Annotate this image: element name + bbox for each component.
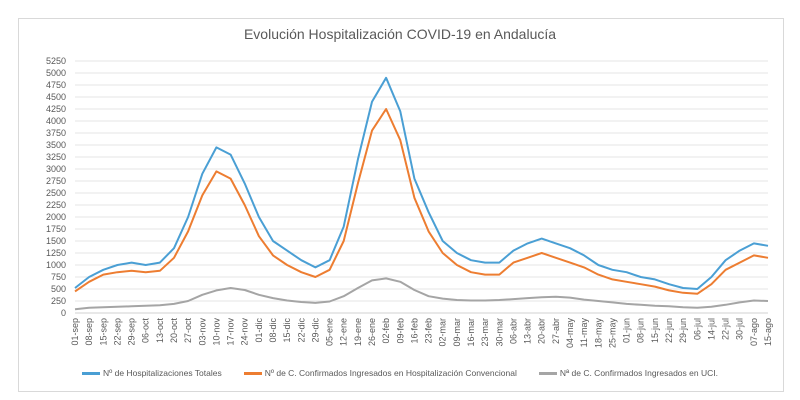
series-line-0 — [74, 76, 769, 290]
y-tick-label: 3750 — [46, 128, 66, 138]
x-tick-label: 18-may — [593, 318, 603, 349]
y-tick-label: 3500 — [46, 140, 66, 150]
legend-label: Nº de C. Confirmados Ingresados en Hospi… — [264, 368, 517, 378]
y-tick-label: 2250 — [46, 200, 66, 210]
x-tick-label: 27-abr — [551, 318, 561, 344]
y-tick-label: 4500 — [46, 92, 66, 102]
x-tick-label: 15-jun — [650, 318, 660, 343]
x-tick-label: 25-may — [607, 318, 617, 349]
x-tick-label: 20-abr — [537, 318, 547, 344]
y-tick-label: 4250 — [46, 104, 66, 114]
x-tick-label: 15-sep — [98, 318, 108, 346]
x-tick-label: 29-dic — [310, 318, 320, 343]
x-tick-label: 06-oct — [141, 318, 151, 344]
x-tick-label: 19-ene — [353, 318, 363, 346]
y-tick-label: 1000 — [46, 260, 66, 270]
legend-item-convencional: Nº de C. Confirmados Ingresados en Hospi… — [243, 368, 517, 378]
y-tick-label: 1750 — [46, 224, 66, 234]
legend-swatch — [82, 371, 101, 375]
x-tick-label: 04-may — [565, 318, 575, 349]
y-tick-label: 4000 — [46, 116, 66, 126]
x-tick-label: 08-sep — [84, 318, 94, 346]
y-tick-label: 0 — [61, 308, 66, 318]
x-tick-label: 05-ene — [325, 318, 335, 346]
x-tick-label: 15-ago — [763, 318, 773, 346]
x-tick-label: 10-nov — [211, 318, 221, 346]
legend-item-uci: Nª de C. Confirmados Ingresados en UCI. — [538, 368, 718, 378]
x-tick-label: 22-jun — [664, 318, 674, 343]
series-line-2 — [74, 277, 769, 311]
legend-swatch — [538, 371, 557, 375]
x-tick-label: 06-jul — [692, 318, 702, 340]
x-tick-label: 11-may — [579, 318, 589, 348]
x-tick-label: 20-oct — [169, 318, 179, 344]
x-tick-label: 12-ene — [339, 318, 349, 346]
x-tick-label: 15-dic — [282, 318, 292, 343]
x-tick-label: 14-jul — [706, 318, 716, 340]
y-tick-label: 500 — [51, 284, 66, 294]
legend-label: Nª de C. Confirmados Ingresados en UCI. — [559, 368, 718, 378]
x-tick-label: 27-oct — [183, 318, 193, 344]
y-tick-label: 250 — [51, 296, 66, 306]
legend: Nº de Hospitalizaciones Totales Nº de C.… — [0, 368, 800, 378]
legend-swatch — [243, 371, 262, 375]
x-tick-label: 16-mar — [466, 318, 476, 347]
x-tick-label: 02-mar — [438, 318, 448, 347]
x-tick-label: 13-abr — [523, 318, 533, 344]
x-tick-label: 09-feb — [395, 318, 405, 344]
x-tick-label: 30-mar — [494, 318, 504, 347]
x-tick-label: 26-ene — [367, 318, 377, 346]
x-tick-label: 01-sep — [70, 318, 80, 346]
x-tick-label: 22-jul — [721, 318, 731, 340]
series-line-1 — [74, 108, 769, 295]
x-tick-label: 07-ago — [749, 318, 759, 346]
y-tick-label: 750 — [51, 272, 66, 282]
x-tick-label: 06-abr — [508, 318, 518, 344]
legend-item-totales: Nº de Hospitalizaciones Totales — [82, 368, 222, 378]
x-tick-label: 08-dic — [268, 318, 278, 343]
x-tick-label: 16-feb — [409, 318, 419, 344]
y-tick-label: 5250 — [46, 56, 66, 66]
x-tick-label: 13-oct — [155, 318, 165, 344]
x-tick-label: 17-nov — [226, 318, 236, 346]
x-tick-label: 24-nov — [240, 318, 250, 346]
x-tick-label: 09-mar — [452, 318, 462, 347]
x-tick-label: 29-jun — [678, 318, 688, 343]
x-tick-label: 01-jun — [622, 318, 632, 343]
y-tick-label: 4750 — [46, 80, 66, 90]
x-tick-label: 22-dic — [296, 318, 306, 343]
y-tick-label: 3250 — [46, 152, 66, 162]
y-tick-label: 2500 — [46, 188, 66, 198]
x-tick-label: 29-sep — [127, 318, 137, 346]
x-tick-label: 01-dic — [254, 318, 264, 343]
y-tick-label: 2750 — [46, 176, 66, 186]
x-tick-label: 23-feb — [424, 318, 434, 344]
x-tick-label: 08-jun — [636, 318, 646, 343]
x-tick-label: 23-mar — [480, 318, 490, 347]
x-tick-label: 22-sep — [112, 318, 122, 346]
chart-title: Evolución Hospitalización COVID-19 en An… — [243, 26, 557, 42]
x-tick-label: 30-jul — [735, 318, 745, 340]
y-tick-label: 1500 — [46, 236, 66, 246]
legend-label: Nº de Hospitalizaciones Totales — [103, 368, 222, 378]
y-tick-label: 2000 — [46, 212, 66, 222]
y-tick-label: 3000 — [46, 164, 66, 174]
x-tick-label: 02-feb — [381, 318, 391, 344]
y-tick-label: 1250 — [46, 248, 66, 258]
y-tick-label: 5000 — [46, 68, 66, 78]
x-tick-label: 03-nov — [197, 318, 207, 346]
